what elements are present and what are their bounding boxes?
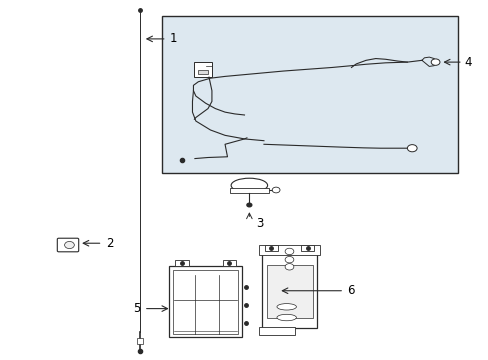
Circle shape — [285, 248, 293, 255]
Text: 6: 6 — [347, 284, 354, 297]
Circle shape — [407, 145, 416, 152]
Ellipse shape — [276, 303, 296, 310]
Text: 2: 2 — [106, 237, 113, 250]
Circle shape — [285, 256, 293, 263]
Text: 5: 5 — [133, 302, 141, 315]
Text: 3: 3 — [256, 217, 264, 230]
Bar — [194, 62, 211, 77]
Circle shape — [430, 59, 439, 65]
Bar — [229, 188, 268, 193]
Bar — [259, 245, 319, 255]
Circle shape — [64, 242, 74, 249]
Ellipse shape — [231, 178, 267, 193]
Bar — [222, 260, 236, 266]
Bar — [137, 338, 142, 344]
Bar — [265, 245, 277, 251]
Bar — [261, 253, 317, 328]
Bar — [162, 16, 458, 173]
Text: 4: 4 — [464, 55, 471, 69]
Bar — [198, 70, 207, 74]
Ellipse shape — [276, 314, 296, 321]
Text: 1: 1 — [170, 32, 177, 45]
FancyBboxPatch shape — [57, 238, 79, 252]
Bar — [169, 266, 242, 337]
Circle shape — [285, 264, 293, 270]
Bar — [301, 245, 313, 251]
Bar — [259, 327, 294, 335]
Bar — [175, 260, 188, 266]
Circle shape — [246, 203, 251, 207]
Bar — [267, 265, 312, 318]
Bar — [173, 270, 238, 334]
Circle shape — [272, 187, 280, 193]
